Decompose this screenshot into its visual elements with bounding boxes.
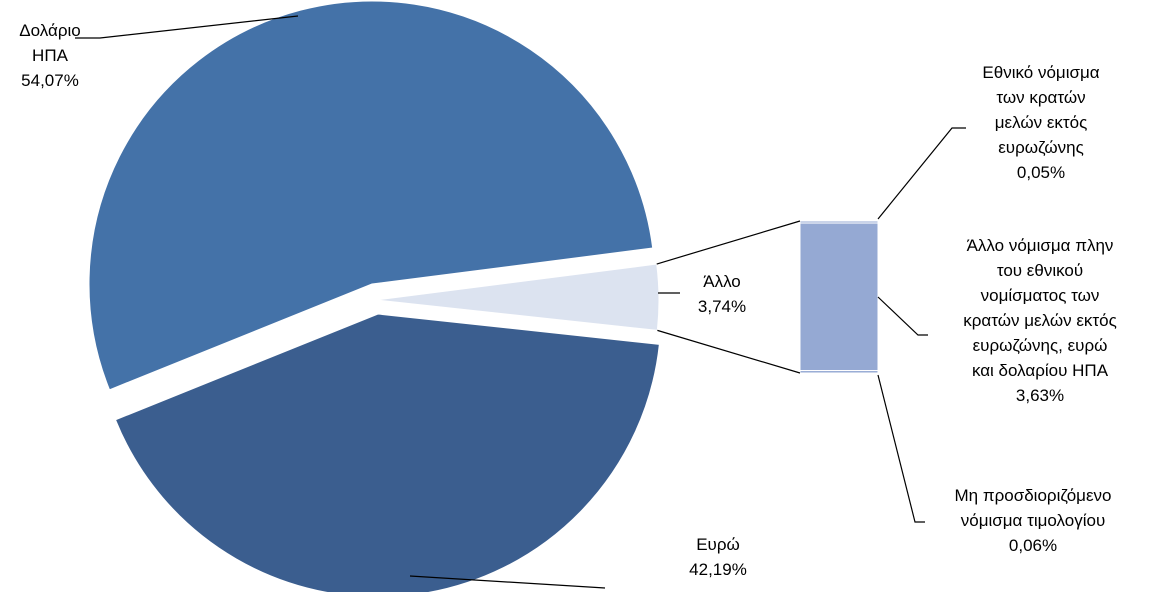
data-label: Ευρώ 42,19%	[689, 535, 747, 579]
leader-line	[877, 296, 928, 336]
data-label-line: κρατών μελών εκτός	[963, 311, 1117, 330]
data-labels: Δολάριο ΗΠΑ 54,07% Άλλο 3,74% Ευρώ 42,19% Εθνικ…	[19, 21, 1117, 579]
data-label-value: 54,07%	[21, 71, 79, 90]
data-label: Μη προσδιοριζόμενο νόμισμα τιμολογίου 0,06…	[955, 486, 1112, 555]
data-label-line: Άλλο νόμισμα πλην	[967, 236, 1114, 255]
data-label-line: νομίσματος των	[981, 286, 1100, 305]
data-label-line: Μη προσδιοριζόμενο	[955, 486, 1112, 505]
leader-line	[409, 575, 606, 589]
data-label-value: 0,06%	[1009, 536, 1057, 555]
breakdown-bar-segment	[799, 222, 879, 372]
pie-slice	[88, 0, 654, 391]
data-label-line: ΗΠΑ	[32, 46, 69, 65]
leader-line	[75, 15, 299, 39]
data-label-line: των κρατών	[996, 88, 1085, 107]
pie-slices	[88, 0, 660, 592]
connector-line	[656, 220, 801, 265]
data-label-value: 3,74%	[698, 297, 746, 316]
data-label: Άλλο νόμισμα πλην του εθνικού νομίσματος τ…	[963, 236, 1117, 405]
data-label-line: και δολαρίου ΗΠΑ	[972, 361, 1109, 380]
leader-line	[877, 127, 966, 220]
data-label-value: 0,05%	[1017, 163, 1065, 182]
data-label-value: 3,63%	[1016, 386, 1064, 405]
data-label-line: Άλλο	[703, 272, 741, 291]
data-label-line: Δολάριο	[19, 21, 80, 40]
data-label-line: Εθνικό νόμισμα	[982, 63, 1099, 82]
data-label: Άλλο 3,74%	[698, 272, 746, 316]
data-label: Δολάριο ΗΠΑ 54,07%	[19, 21, 80, 90]
pie-slice	[375, 263, 660, 331]
breakdown-bar-segment	[799, 370, 879, 374]
data-label-line: του εθνικού	[997, 261, 1083, 280]
leader-lines	[75, 15, 966, 589]
breakdown-bar	[799, 220, 879, 374]
data-label-line: νόμισμα τιμολογίου	[961, 511, 1106, 530]
data-label-value: 42,19%	[689, 560, 747, 579]
data-label-line: ευρωζώνης, ευρώ	[973, 336, 1108, 355]
data-label-line: Ευρώ	[696, 535, 740, 554]
connector-line	[657, 329, 801, 374]
data-label: Εθνικό νόμισμα των κρατών μελών εκτός ευρωζ…	[982, 63, 1099, 182]
data-label-line: ευρωζώνης	[998, 138, 1084, 157]
data-label-line: μελών εκτός	[995, 113, 1088, 132]
pie-slice	[114, 313, 660, 592]
leader-line	[877, 374, 925, 523]
